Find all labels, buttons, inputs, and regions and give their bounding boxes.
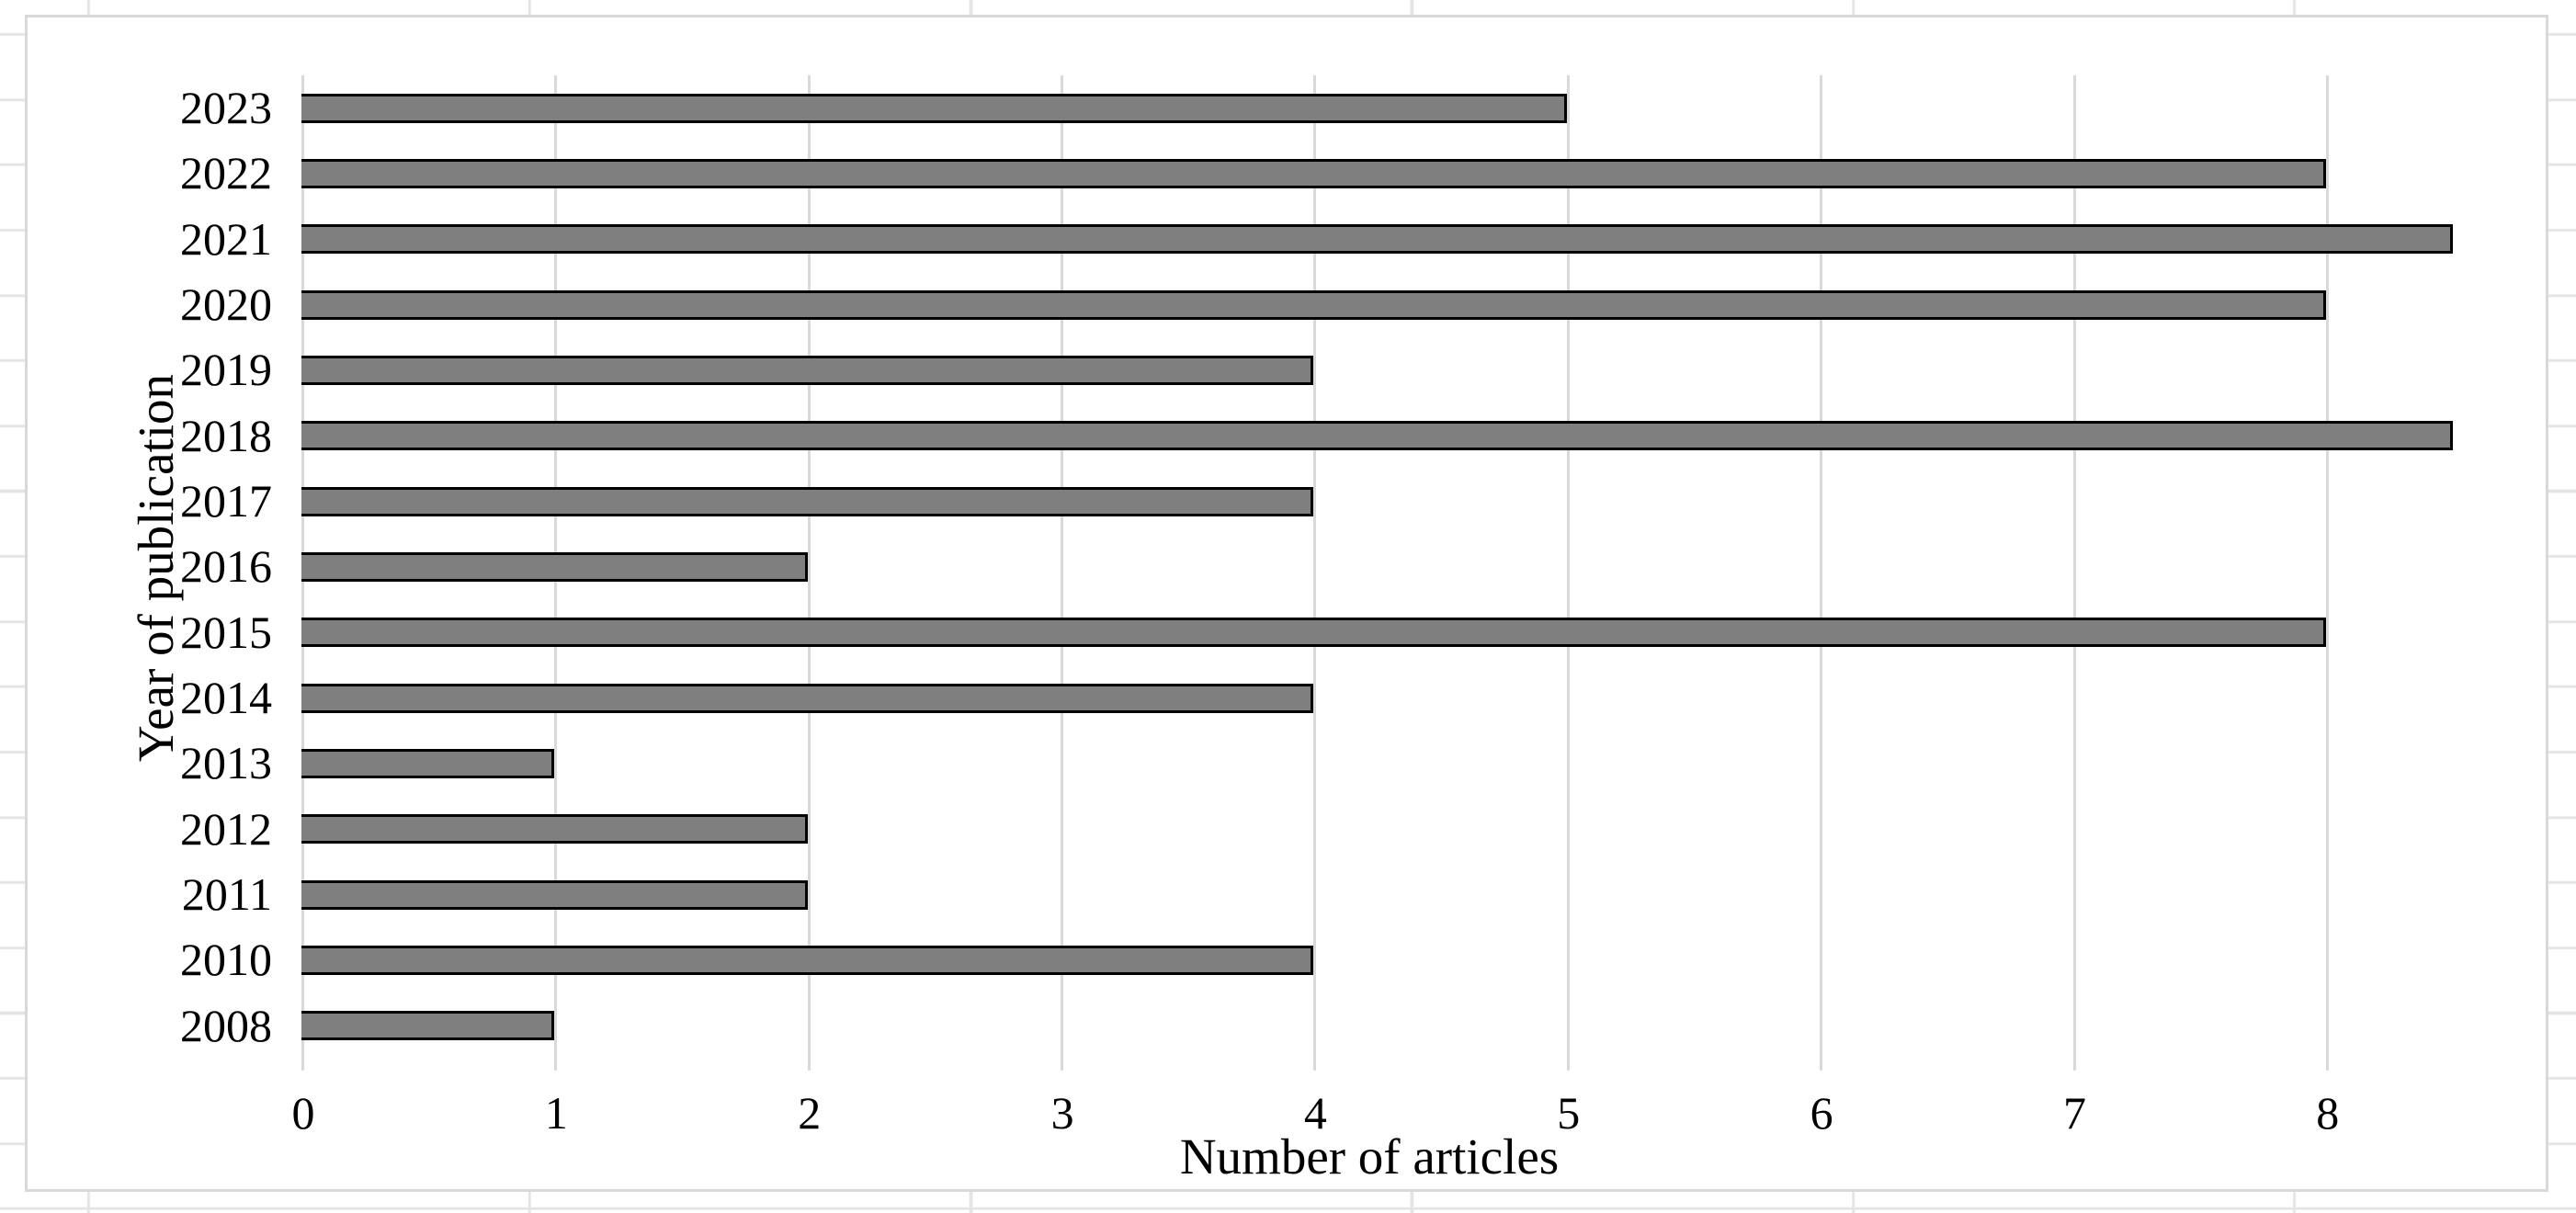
x-gridline (1566, 75, 1570, 1071)
x-axis-title: Number of articles (1179, 1128, 1560, 1185)
bar-2010 (301, 946, 1314, 975)
bar-2011 (301, 879, 808, 910)
x-tick-label: 2 (798, 1087, 822, 1139)
x-tick-label: 0 (291, 1087, 315, 1139)
x-tick-label: 1 (544, 1087, 568, 1139)
x-tick-label: 8 (2316, 1087, 2340, 1139)
bar-2008 (301, 1011, 555, 1041)
x-tick-label: 5 (1557, 1087, 1581, 1139)
bar-2013 (301, 749, 555, 778)
bar-2020 (301, 289, 2326, 320)
bar-2016 (301, 552, 808, 582)
bar-2015 (301, 618, 2326, 648)
y-category-label: 2017 (180, 475, 272, 527)
y-category-label: 2012 (180, 802, 272, 855)
y-category-label: 2014 (180, 672, 272, 723)
y-category-label: 2011 (181, 868, 272, 920)
x-tick-label: 7 (2063, 1087, 2086, 1139)
y-category-label: 2021 (180, 212, 272, 265)
y-category-label: 2020 (180, 278, 272, 330)
x-tick-label: 3 (1050, 1087, 1074, 1139)
bar-2019 (301, 356, 1314, 385)
x-gridline (1820, 75, 1823, 1071)
x-gridline (1313, 75, 1317, 1071)
bar-2014 (301, 683, 1314, 713)
y-category-label: 2016 (180, 540, 272, 593)
bar-2017 (301, 486, 1314, 516)
bar-2022 (301, 159, 2326, 188)
y-category-label: 2023 (180, 82, 272, 133)
bar-2018 (301, 421, 2453, 451)
y-category-label: 2018 (180, 409, 272, 461)
y-category-label: 2008 (180, 999, 272, 1051)
x-gridline (2325, 75, 2329, 1071)
bar-2012 (301, 814, 808, 845)
x-tick-label: 4 (1303, 1087, 1327, 1139)
bar-2023 (301, 93, 1567, 123)
y-category-label: 2019 (180, 344, 272, 396)
x-gridline (1061, 75, 1064, 1071)
bar-2021 (301, 224, 2453, 255)
y-category-label: 2013 (180, 737, 272, 789)
x-gridline (807, 75, 811, 1071)
y-category-label: 2015 (180, 606, 272, 658)
x-tick-label: 6 (1810, 1087, 1833, 1139)
x-gridline (2072, 75, 2076, 1071)
y-category-label: 2022 (180, 147, 272, 199)
y-category-label: 2010 (180, 934, 272, 986)
chart-figure: Number of articles Year of publication 0… (25, 15, 2548, 1192)
